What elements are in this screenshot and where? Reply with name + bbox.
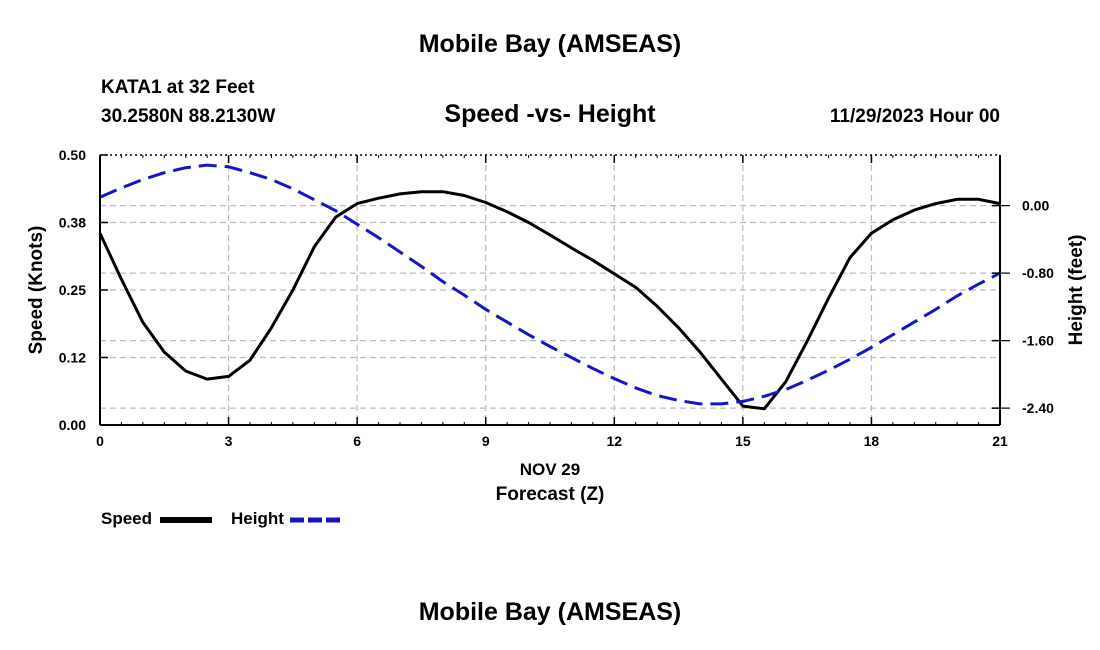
legend-height-label: Height [231,509,284,528]
y-right-tick-label: 0.00 [1022,198,1049,214]
coordinates-label: 30.2580N 88.2130W [101,106,276,127]
series-lines [98,163,1001,411]
grid-lines [100,155,1000,425]
x-tick-label: 21 [992,433,1008,449]
station-label: KATA1 at 32 Feet [101,77,255,98]
y-right-tick-label: -0.80 [1022,265,1054,281]
x-tick-label: 0 [96,433,104,449]
axes: NOV 29 Forecast (Z) Speed (Knots) Height… [26,147,1087,505]
y-left-tick-label: 0.00 [59,417,86,433]
y-left-tick-label: 0.38 [59,215,86,231]
x-axis-date-label: NOV 29 [520,460,580,479]
y-right-tick-label: -2.40 [1022,400,1054,416]
x-axis-label: Forecast (Z) [496,484,605,505]
forecast-datetime: 11/29/2023 Hour 00 [829,106,1000,127]
y-left-tick-label: 0.25 [59,282,86,298]
plot-frame [99,154,1010,426]
chart-title: Mobile Bay (AMSEAS) [418,30,682,58]
y-right-tick-label: -1.60 [1022,333,1054,349]
chart-subtitle: Speed -vs- Height [444,100,656,128]
y-axis-right-label: Height (feet) [1066,235,1087,346]
y-left-tick-label: 0.12 [59,350,86,366]
footer-title: Mobile Bay (AMSEAS) [418,598,682,626]
x-tick-label: 15 [735,433,751,449]
y-left-tick-label: 0.50 [59,147,86,163]
legend-speed-label: Speed [101,509,153,528]
x-tick-label: 9 [482,433,490,449]
height-series-line [99,163,1001,406]
x-tick-label: 12 [606,433,622,449]
x-tick-label: 18 [864,433,880,449]
speed-series-line [98,190,1001,411]
x-tick-label: 6 [353,433,361,449]
y-axis-left-label: Speed (Knots) [26,226,47,355]
x-tick-label: 3 [225,433,233,449]
